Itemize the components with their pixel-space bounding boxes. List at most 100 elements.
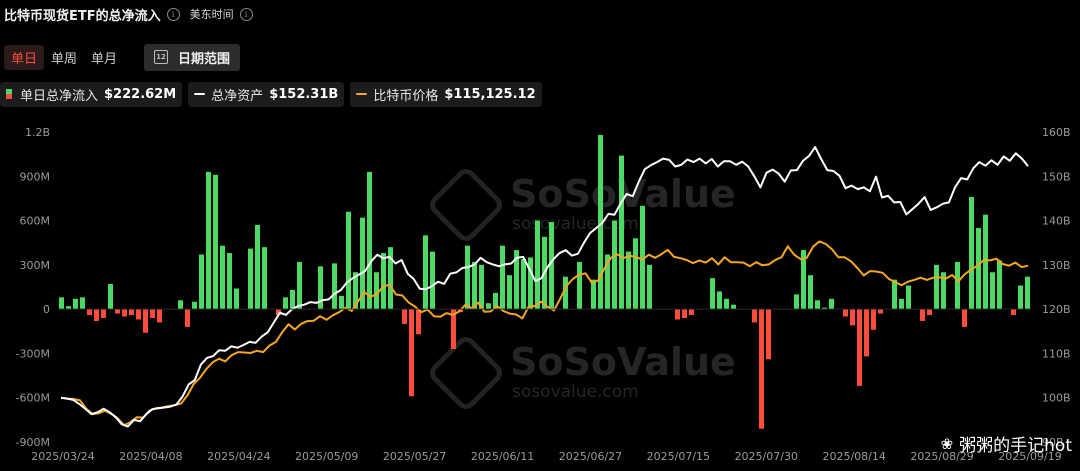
flow-bar <box>422 235 429 310</box>
flow-bar <box>548 222 555 310</box>
flow-bar <box>814 300 821 310</box>
flow-bar <box>100 309 107 318</box>
timezone-info-icon[interactable]: i <box>239 7 253 21</box>
flow-bar <box>590 279 597 310</box>
legend-item-btc-price[interactable]: 比特币价格 $115,125.12 <box>350 81 542 107</box>
flow-bar <box>79 297 86 310</box>
credit-badge: ❀ 粥粥的手记hot <box>940 431 1072 457</box>
x-tick-label: 2025/06/27 <box>559 450 622 463</box>
flow-bar <box>415 309 422 335</box>
flow-bar <box>954 261 961 310</box>
flow-bar <box>898 298 905 310</box>
x-tick-label: 2025/07/15 <box>647 450 710 463</box>
flow-bar <box>1024 276 1031 310</box>
etf-flow-chart[interactable]: SoSoValuesosovalue.comSoSoValuesosovalue… <box>0 115 1080 471</box>
flow-bar <box>842 309 849 317</box>
date-range-button[interactable]: 12 日期范围 <box>144 43 241 71</box>
flow-bar <box>800 250 807 310</box>
x-tick-label: 2025/08/29 <box>910 450 973 463</box>
flow-bar <box>534 220 541 310</box>
timezone-label: 美东时间 <box>189 8 234 21</box>
flow-bar <box>926 309 933 316</box>
flow-bar <box>793 294 800 310</box>
flow-bar <box>128 309 135 316</box>
btc-price-line <box>60 240 1029 427</box>
watermark-brand: SoSoValue <box>510 340 736 384</box>
info-icon[interactable]: i <box>166 7 180 21</box>
flow-bar <box>317 266 324 310</box>
flow-bar <box>968 196 975 310</box>
flow-bar <box>114 309 121 314</box>
flow-bar <box>961 309 968 327</box>
flow-bar <box>380 253 387 310</box>
flow-bar <box>261 247 268 310</box>
x-tick-label: 2025/05/27 <box>383 450 446 463</box>
watermark-logo-icon <box>430 169 502 241</box>
flow-bar <box>807 275 814 310</box>
inflow-bars <box>58 134 1031 429</box>
flow-bar <box>345 211 352 310</box>
legend-label: 总净资产 <box>211 88 264 104</box>
flow-bar <box>107 284 114 310</box>
flow-bar <box>506 275 513 310</box>
y-right-tick-label: 130B <box>1042 259 1071 272</box>
flow-bar <box>646 264 653 310</box>
flow-bar <box>877 309 884 314</box>
flow-bar <box>730 304 737 310</box>
flow-bar <box>709 278 716 310</box>
flow-bar <box>639 205 646 310</box>
y-right-tick-label: 110B <box>1042 347 1071 360</box>
flow-bar <box>492 292 499 310</box>
watermark-logo-icon <box>430 337 502 409</box>
flow-bar <box>562 276 569 310</box>
flow-bar <box>674 309 681 320</box>
y-left-tick-label: 600M <box>20 215 51 228</box>
flow-bar <box>688 309 695 316</box>
flow-bar <box>366 171 373 310</box>
line-swatch-icon <box>194 93 206 95</box>
flow-bar <box>765 309 772 360</box>
credit-text: 粥粥的手记hot <box>959 436 1072 456</box>
flow-bar <box>289 289 296 310</box>
flow-bar <box>135 309 142 320</box>
y-left-tick-label: -300M <box>16 347 50 360</box>
legend-item-daily-inflow[interactable]: 单日总净流入 $222.62M <box>0 81 183 107</box>
tab-weekly[interactable]: 单周 <box>51 51 78 67</box>
flow-bar <box>919 309 926 321</box>
legend-value: $115,125.12 <box>444 86 536 102</box>
flow-bar <box>891 279 898 310</box>
flow-bar <box>142 309 149 333</box>
tab-monthly[interactable]: 单月 <box>91 51 118 67</box>
legend-value: $152.31B <box>269 86 339 102</box>
y-right-tick-label: 140B <box>1042 215 1071 228</box>
period-tabs: 单日 单周 单月 <box>4 44 124 70</box>
flow-bar <box>716 291 723 310</box>
y-right-tick-label: 160B <box>1042 126 1071 139</box>
flow-bar <box>387 247 394 310</box>
flow-bar <box>996 260 1003 310</box>
x-tick-label: 2025/04/08 <box>119 450 182 463</box>
flow-bar <box>625 251 632 310</box>
flow-bar <box>191 301 198 310</box>
flow-bar <box>198 254 205 310</box>
flow-bar <box>177 300 184 310</box>
flow-bar <box>205 171 212 310</box>
flow-bar <box>751 309 758 323</box>
date-range-label: 日期范围 <box>178 51 231 67</box>
flow-bar <box>226 253 233 310</box>
flow-bar <box>520 258 527 310</box>
flow-bar <box>863 309 870 357</box>
x-tick-label: 2025/04/24 <box>207 450 270 463</box>
flow-bar <box>184 309 191 327</box>
flow-bar <box>513 250 520 310</box>
total-assets-line <box>60 146 1029 428</box>
tab-daily[interactable]: 单日 <box>4 44 45 70</box>
legend-item-total-assets[interactable]: 总净资产 $152.31B <box>188 81 345 107</box>
flow-bar <box>247 248 254 310</box>
x-tick-label: 2025/09/19 <box>998 450 1061 463</box>
flow-bar <box>58 297 65 310</box>
legend-label: 单日总净流入 <box>20 88 99 104</box>
y-left-tick-label: 300M <box>20 259 51 272</box>
paw-icon: ❀ <box>940 434 954 453</box>
